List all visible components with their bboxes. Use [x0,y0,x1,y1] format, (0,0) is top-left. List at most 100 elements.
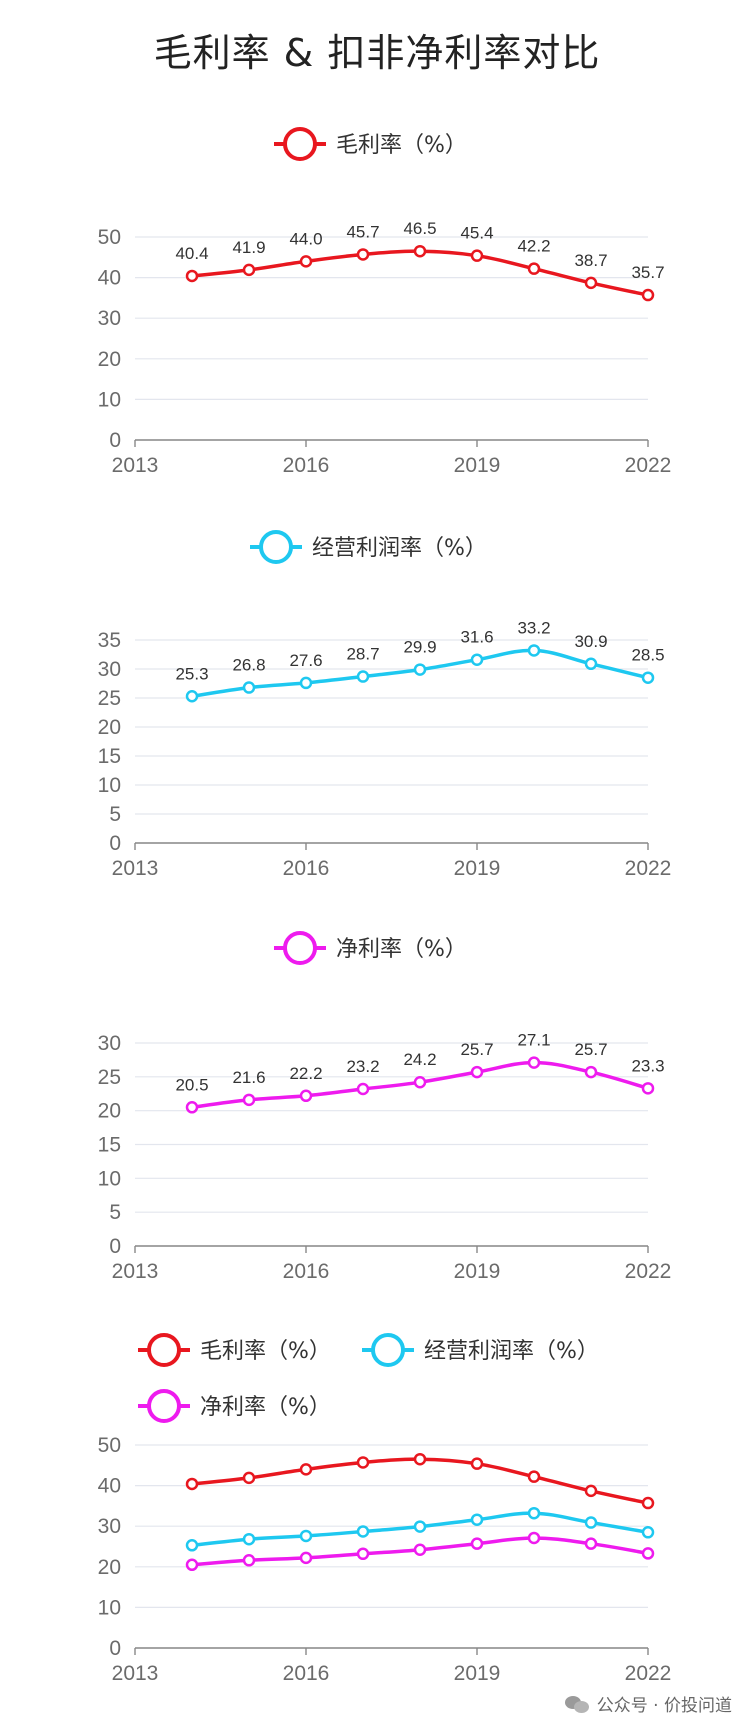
data-point [470,249,484,262]
data-point [356,670,370,683]
data-point [584,276,598,290]
y-tick-label: 20 [98,716,121,739]
x-tick-label: 2016 [283,857,330,880]
x-tick-label: 2019 [454,857,501,880]
y-tick-label: 10 [98,1167,121,1190]
data-point [470,1537,484,1550]
legend-item-1: 毛利率（%） [138,1333,331,1367]
y-tick-label: 0 [109,1637,121,1660]
legend-marker [259,530,293,564]
y-tick-label: 30 [98,307,121,330]
data-label: 27.6 [289,651,322,670]
y-tick-label: 10 [98,388,121,411]
data-label: 25.3 [175,664,208,683]
y-tick-label: 40 [98,1475,121,1498]
data-point [413,1452,427,1466]
data-point [242,1471,256,1485]
y-tick-label: 25 [98,687,121,710]
data-point [641,288,655,302]
data-point [356,1525,370,1538]
legend-marker [283,931,317,965]
data-label: 33.2 [517,618,550,637]
y-tick-label: 10 [98,774,121,797]
data-point [242,263,256,277]
x-tick-label: 2013 [112,1260,159,1283]
data-point [527,1531,541,1545]
x-tick-label: 2022 [625,454,672,477]
data-point [356,1456,370,1469]
data-point [356,1082,370,1096]
legend-marker [283,127,317,161]
y-tick-label: 25 [98,1066,121,1089]
data-point [356,1547,370,1561]
data-point [470,1065,484,1079]
data-label: 45.4 [460,224,493,243]
x-tick-label: 2016 [283,1260,330,1283]
data-point [242,1532,256,1546]
y-tick-label: 0 [109,832,121,855]
data-point [584,1537,598,1550]
data-point [584,1484,598,1498]
x-tick-label: 2016 [283,1662,330,1685]
x-tick-label: 2019 [454,1662,501,1685]
y-tick-label: 20 [98,348,121,371]
legend-label: 经营利润率（%） [312,536,487,561]
data-label: 21.6 [232,1068,265,1087]
data-label: 41.9 [232,238,265,257]
data-point [584,1516,598,1529]
x-tick-label: 2013 [112,857,159,880]
data-label: 31.6 [460,628,493,647]
data-point [584,657,598,671]
series-line-1 [191,1457,649,1505]
watermark: 公众号 · 价投问道 [564,1691,732,1716]
data-label: 25.7 [460,1040,493,1059]
data-label: 24.2 [403,1050,436,1069]
data-point [299,255,313,268]
data-point [641,1547,655,1560]
data-point [299,1529,313,1543]
chart-1: 毛利率（%） 0 10 20 30 40 50 2013 2016 2019 2022 40.4 41.… [98,127,672,477]
data-label: 30.9 [574,632,607,651]
y-tick-label: 10 [98,1596,121,1619]
legend-label: 经营利润率（%） [424,1339,599,1364]
data-point [470,653,484,666]
y-tick-label: 20 [98,1556,121,1579]
y-tick-label: 5 [109,803,121,826]
legend-item-2: 经营利润率（%） [362,1333,599,1367]
data-point [356,248,370,261]
data-point [641,1526,655,1539]
data-point [185,690,199,703]
data-point [584,1065,598,1079]
x-tick-label: 2019 [454,1260,501,1283]
data-point [470,1513,484,1526]
data-label: 28.7 [346,645,379,664]
y-tick-label: 40 [98,267,121,290]
watermark-text: 公众号 · 价投问道 [596,1696,732,1716]
legend-label: 净利率（%） [336,937,467,962]
data-label: 28.5 [631,646,664,665]
data-point [413,1520,427,1533]
y-tick-label: 5 [109,1201,121,1224]
data-point [185,1477,199,1491]
legend-marker [147,1333,181,1367]
data-point [299,1551,313,1565]
legend-label: 毛利率（%） [200,1339,331,1364]
data-point [185,269,199,283]
legend-label: 毛利率（%） [336,133,467,158]
data-label: 29.9 [403,638,436,657]
wechat-icon [564,1694,591,1714]
data-point [299,1089,313,1103]
data-label: 38.7 [574,251,607,270]
y-tick-label: 0 [109,429,121,452]
data-point [413,663,427,676]
data-point [242,1093,256,1107]
y-tick-label: 15 [98,1134,121,1157]
chart-2: 经营利润率（%） 0 5 10 15 20 25 30 35 2013 2016 2019 2022 25… [98,530,672,880]
data-point [641,1496,655,1510]
data-label: 35.7 [631,263,664,282]
legend-item-1: 净利率（%） [274,931,467,965]
data-label: 23.3 [631,1056,664,1075]
data-point [242,681,256,694]
x-tick-label: 2022 [625,857,672,880]
